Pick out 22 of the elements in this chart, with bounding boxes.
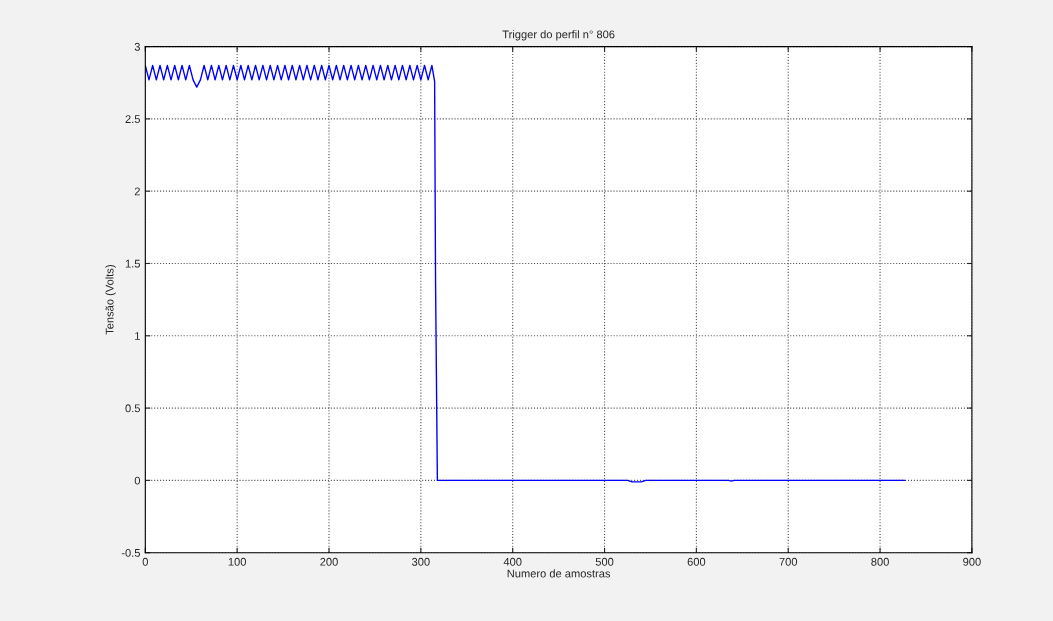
x-tick-label: 300 — [412, 557, 430, 566]
y-tick-label: 0.5 — [125, 404, 140, 413]
y-tick-label: 2 — [134, 187, 140, 196]
y-tick-label: 1.5 — [125, 259, 140, 268]
x-tick-label: 0 — [142, 557, 148, 566]
x-tick-label: 200 — [320, 557, 338, 566]
x-tick-label: 800 — [871, 557, 889, 566]
y-tick-label: 2.5 — [125, 115, 140, 124]
x-tick-label: 900 — [963, 557, 981, 566]
x-tick-label: 400 — [503, 557, 522, 566]
y-tick-label: 1 — [135, 332, 140, 340]
x-tick-label: 600 — [687, 557, 706, 566]
x-tick-label: 100 — [228, 557, 246, 566]
y-tick-label: 0 — [134, 476, 141, 485]
y-tick-label: 3 — [134, 42, 140, 51]
x-tick-label: 700 — [779, 557, 798, 566]
x-axis-title: Numero de amostras — [507, 569, 611, 578]
line-series — [145, 64, 906, 483]
y-tick-label: -0.5 — [121, 548, 140, 557]
y-axis-title: Tensão (Volts) — [105, 265, 116, 335]
x-tick-label: 500 — [595, 557, 614, 566]
chart-title: Trigger do perfil n° 806 — [502, 30, 615, 41]
